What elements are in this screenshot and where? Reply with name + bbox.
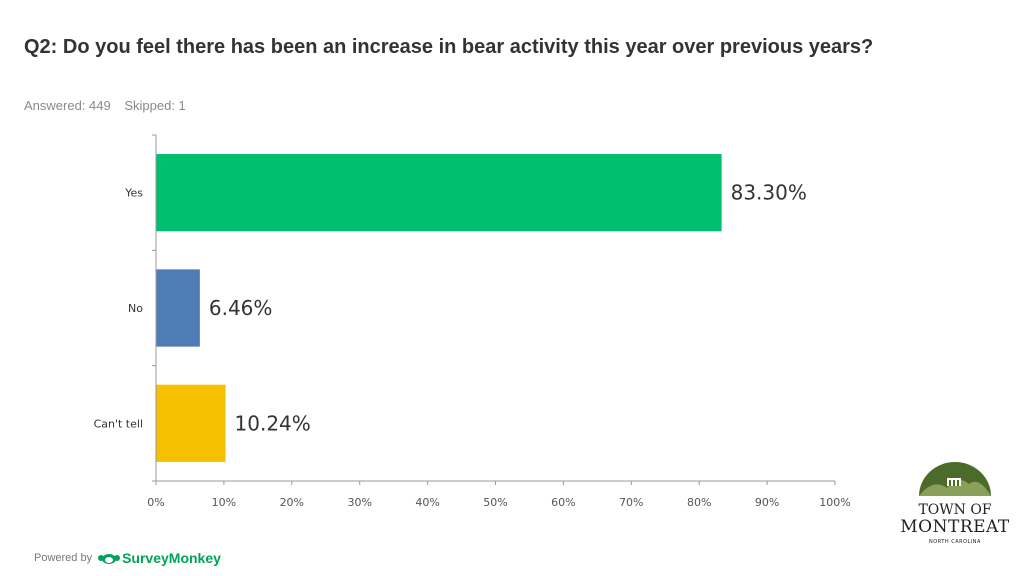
bar: [156, 384, 226, 462]
category-label: No: [128, 302, 143, 315]
powered-by-text: Powered by: [34, 552, 93, 564]
mountain-logo-icon: [919, 462, 991, 496]
x-tick-label: 10%: [212, 496, 236, 509]
x-tick-label: 30%: [347, 496, 371, 509]
answered-count: Answered: 449: [24, 98, 111, 113]
x-tick-label: 70%: [619, 496, 643, 509]
value-label: 10.24%: [235, 411, 311, 435]
surveymonkey-brand: SurveyMonkey: [122, 550, 221, 566]
category-label: Yes: [124, 187, 143, 200]
logo-montreat: MONTREAT: [900, 517, 1010, 537]
x-tick-label: 60%: [551, 496, 575, 509]
logo-town-of: TOWN OF: [918, 502, 992, 518]
x-tick-label: 50%: [483, 496, 507, 509]
x-tick-label: 0%: [147, 496, 164, 509]
x-tick-label: 40%: [415, 496, 439, 509]
powered-by: Powered by SurveyMonkey: [34, 550, 221, 566]
bars: Yes 83.30% No 6.46% Can't tell 10.24%: [94, 154, 807, 462]
axes: [152, 134, 835, 482]
logo-north-carolina: NORTH CAROLINA: [929, 539, 981, 545]
skipped-count: Skipped: 1: [124, 98, 186, 113]
value-label: 6.46%: [209, 296, 273, 320]
bar: [156, 269, 200, 347]
x-axis-ticks: 0% 10% 20% 30% 40% 50% 60% 70% 80% 90% 100%: [147, 481, 851, 509]
x-tick-label: 90%: [755, 496, 779, 509]
x-tick-label: 20%: [280, 496, 304, 509]
value-label: 83.30%: [731, 181, 807, 205]
bar: [156, 154, 722, 232]
question-title: Q2: Do you feel there has been an increa…: [24, 36, 874, 58]
response-stats: Answered: 449 Skipped: 1: [24, 98, 186, 113]
x-tick-label: 100%: [819, 496, 850, 509]
surveymonkey-logo: SurveyMonkey: [98, 550, 221, 566]
x-tick-label: 80%: [687, 496, 711, 509]
town-logo: TOWN OF MONTREAT NORTH CAROLINA: [896, 462, 1014, 545]
survey-monkey-icon: [98, 554, 121, 564]
category-label: Can't tell: [94, 417, 143, 430]
